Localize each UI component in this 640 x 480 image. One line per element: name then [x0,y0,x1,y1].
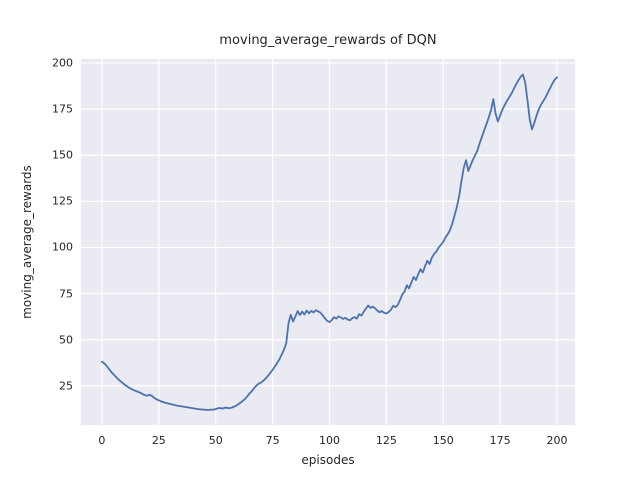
data-line [101,73,558,411]
x-tick-label: 25 [151,434,166,447]
plot-canvas [81,59,575,425]
y-tick-label: 25 [59,379,73,393]
x-tick-label: 50 [208,434,223,447]
x-tick-label: 175 [489,434,511,447]
y-tick-label: 125 [52,194,73,208]
x-tick-label: 100 [318,434,340,447]
chart-title: moving_average_rewards of DQN [219,33,437,48]
plot-area [81,59,575,425]
x-tick-label: 200 [546,434,568,447]
y-tick-label: 50 [59,333,73,347]
y-tick-label: 100 [52,240,73,254]
x-axis-label: episodes [301,453,355,467]
x-tick-label: 75 [265,434,280,447]
y-tick-label: 75 [59,287,73,301]
x-tick-label: 0 [98,434,106,447]
x-tick-label: 150 [432,434,454,447]
y-tick-label: 150 [52,148,73,162]
x-tick-label: 125 [375,434,397,447]
y-tick-label: 200 [52,56,73,70]
y-tick-label: 175 [52,102,73,116]
